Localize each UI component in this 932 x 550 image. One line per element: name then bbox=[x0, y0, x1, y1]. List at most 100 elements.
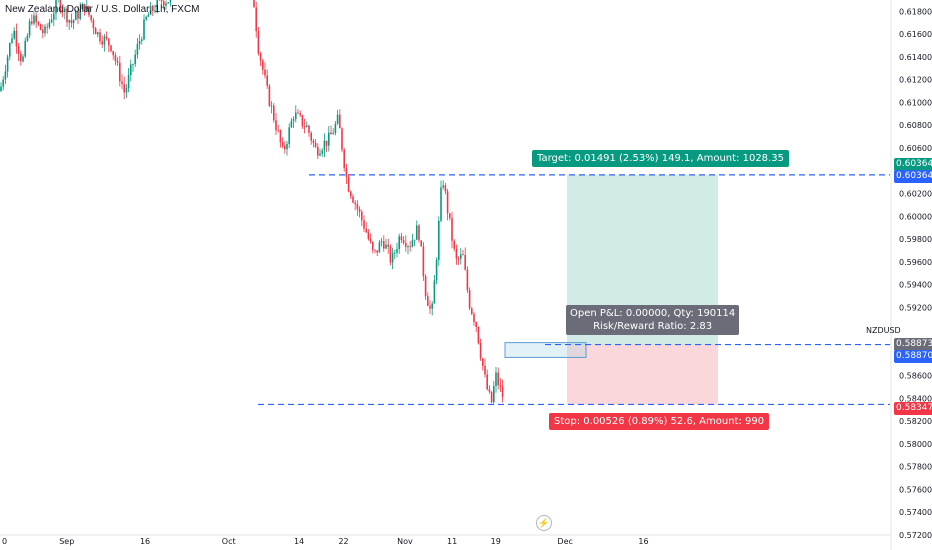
candle-body bbox=[86, 5, 88, 12]
entry-rectangle[interactable] bbox=[504, 342, 587, 358]
candle-body bbox=[20, 53, 22, 62]
candle-body bbox=[356, 204, 359, 210]
candle-body bbox=[409, 246, 411, 248]
candle-body bbox=[0, 86, 2, 92]
candle-body bbox=[134, 54, 136, 65]
candle-body bbox=[310, 132, 312, 141]
candle-body bbox=[35, 15, 37, 23]
candle-body bbox=[165, 3, 167, 6]
candle-body bbox=[281, 142, 284, 146]
candle-body bbox=[477, 326, 480, 344]
candle-body bbox=[112, 51, 114, 56]
candle-body bbox=[352, 196, 354, 203]
price-tick: 0.58400 bbox=[899, 394, 932, 403]
price-tick: 0.61200 bbox=[899, 76, 932, 85]
candle-body bbox=[358, 209, 361, 212]
candle-body bbox=[394, 252, 396, 254]
candle-body bbox=[387, 244, 389, 247]
candle-body bbox=[332, 132, 334, 135]
candle-body bbox=[72, 20, 75, 24]
candle-body bbox=[398, 236, 400, 250]
time-tick: 14 bbox=[294, 537, 304, 546]
candle-body bbox=[39, 24, 42, 30]
candle-body bbox=[9, 42, 11, 57]
candle-body bbox=[484, 365, 486, 375]
candle-body bbox=[50, 19, 53, 23]
candle-body bbox=[424, 276, 427, 297]
time-tick: Sep bbox=[59, 537, 74, 546]
candle-body bbox=[275, 120, 277, 131]
flash-icon[interactable]: ⚡ bbox=[536, 515, 552, 531]
candle-body bbox=[440, 187, 442, 221]
candle-body bbox=[152, 6, 154, 11]
candle-body bbox=[460, 254, 462, 259]
candle-body bbox=[347, 176, 350, 192]
candle-body bbox=[264, 69, 266, 76]
candle-body bbox=[268, 85, 271, 106]
candle-body bbox=[462, 254, 464, 256]
candle-body bbox=[295, 112, 297, 120]
candle-body bbox=[325, 140, 328, 146]
candle-body bbox=[42, 29, 44, 34]
candle-body bbox=[493, 386, 495, 403]
candle-body bbox=[420, 240, 422, 247]
price-tick: 0.58600 bbox=[899, 372, 932, 381]
candle-body bbox=[277, 130, 279, 132]
candle-body bbox=[422, 246, 425, 277]
candle-body bbox=[2, 79, 4, 87]
candle-body bbox=[319, 153, 321, 156]
candle-body bbox=[343, 149, 345, 168]
candle-body bbox=[160, 0, 163, 2]
candle-body bbox=[266, 75, 268, 86]
candle-body bbox=[125, 88, 128, 93]
candle-body bbox=[68, 20, 70, 23]
candle-body bbox=[400, 236, 403, 241]
candle-body bbox=[396, 249, 398, 253]
price-tick: 0.57600 bbox=[899, 485, 932, 494]
candle-body bbox=[284, 145, 286, 150]
time-tick: 19 bbox=[491, 537, 501, 546]
candle-body bbox=[108, 38, 110, 46]
candle-body bbox=[22, 56, 24, 62]
price-tick: 0.59600 bbox=[899, 258, 932, 267]
pnl-label: Open P&L: 0.00000, Qty: 190114 Risk/Rewa… bbox=[566, 305, 740, 335]
price-tick: 0.59200 bbox=[899, 303, 932, 312]
candle-body bbox=[143, 19, 145, 40]
candle-body bbox=[413, 239, 416, 241]
candle-body bbox=[367, 232, 370, 239]
loss-zone[interactable] bbox=[567, 344, 718, 405]
candle-body bbox=[257, 31, 260, 54]
candle-body bbox=[130, 64, 132, 76]
candle-body bbox=[79, 9, 81, 19]
candle-body bbox=[451, 218, 453, 241]
candle-body bbox=[136, 44, 139, 55]
time-tick: 11 bbox=[447, 537, 457, 546]
stop-label: Stop: 0.00526 (0.89%) 52.6, Amount: 990 bbox=[549, 413, 770, 430]
candle-body bbox=[488, 389, 491, 392]
candle-body bbox=[444, 185, 447, 192]
time-axis: 0 Sep 16 Oct 14 22 Nov 11 19 Dec 16 bbox=[0, 534, 890, 546]
candle-body bbox=[314, 142, 317, 148]
candle-body bbox=[473, 314, 475, 323]
candle-body bbox=[286, 143, 288, 150]
price-tick: 0.57200 bbox=[899, 531, 932, 540]
candle-body bbox=[495, 372, 497, 387]
chart-title: New Zealand Dollar / U.S. Dollar, 1h, FX… bbox=[5, 4, 200, 15]
candle-body bbox=[482, 358, 484, 366]
candle-body bbox=[24, 40, 26, 57]
candle-body bbox=[405, 242, 407, 247]
candle-body bbox=[486, 374, 488, 390]
candle-body bbox=[431, 303, 433, 309]
candle-body bbox=[11, 38, 13, 43]
candle-body bbox=[389, 246, 392, 263]
candle-body bbox=[471, 308, 473, 315]
candle-body bbox=[290, 120, 293, 128]
candle-body bbox=[407, 246, 409, 248]
candle-body bbox=[53, 13, 55, 20]
candle-body bbox=[374, 249, 376, 251]
price-tick: 0.60600 bbox=[899, 144, 932, 153]
candle-body bbox=[418, 225, 420, 241]
candle-body bbox=[259, 53, 262, 61]
candle-body bbox=[15, 30, 18, 47]
